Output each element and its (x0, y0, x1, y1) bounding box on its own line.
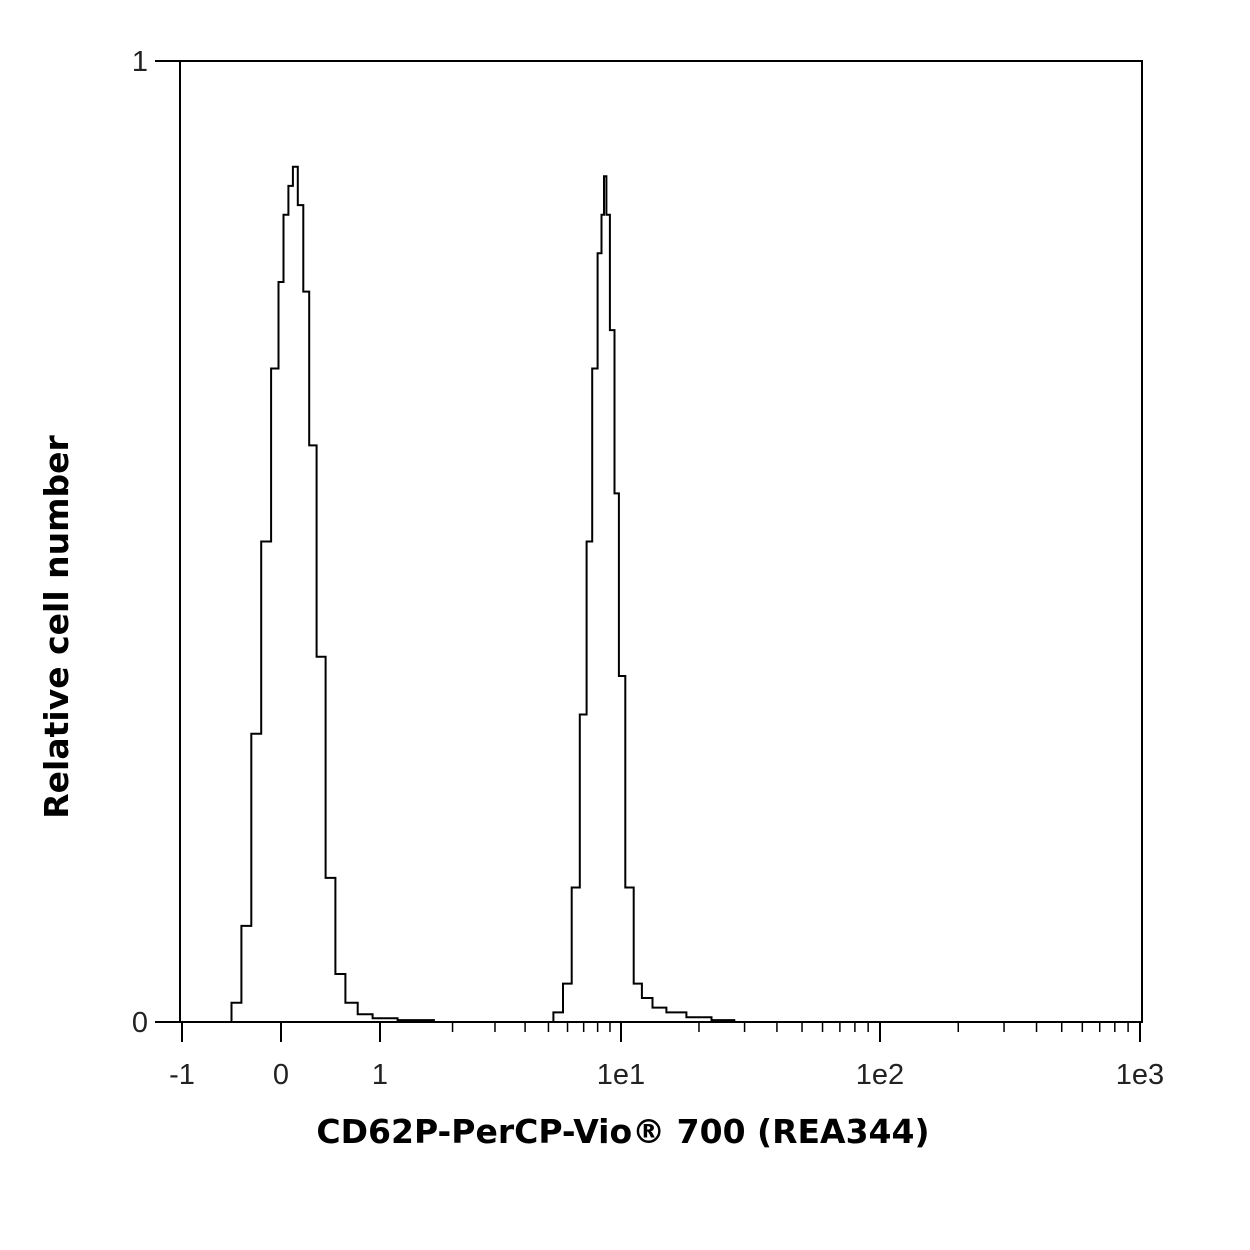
y-axis-title: Relative cell number (37, 435, 76, 819)
y-tick-label: 1 (132, 46, 148, 78)
histogram-peak-2 (548, 175, 745, 1023)
x-tick-label: 1e1 (597, 1059, 645, 1091)
x-axis-title: CD62P-PerCP-Vio® 700 (REA344) (316, 1112, 929, 1151)
x-tick-label: 1e3 (1116, 1059, 1164, 1091)
axis-ticks (155, 60, 1141, 1042)
x-tick-label: 0 (273, 1059, 289, 1091)
x-tick-label: 1 (372, 1059, 388, 1091)
y-tick-label: 0 (132, 1007, 148, 1039)
x-tick-label: -1 (169, 1059, 195, 1091)
x-tick-label: 1e2 (856, 1059, 904, 1091)
histogram-peak-1 (226, 165, 453, 1023)
histogram-series (226, 165, 745, 1023)
plot-frame (179, 60, 1143, 1023)
tick-labels: 0 1 -1 0 1 1e1 1e2 1e3 (132, 46, 1164, 1091)
